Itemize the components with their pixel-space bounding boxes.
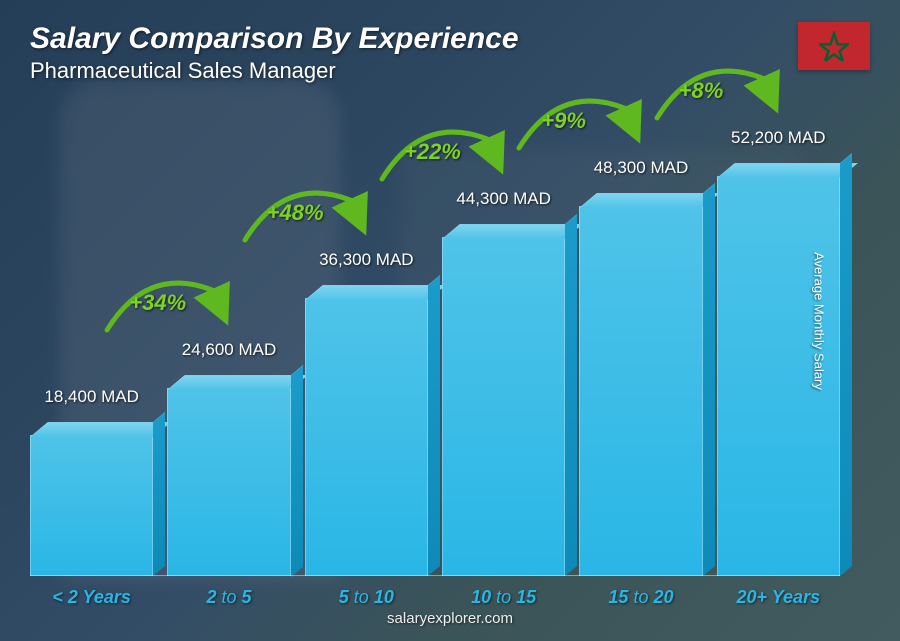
- y-axis-label: Average Monthly Salary: [812, 252, 827, 390]
- bar: [442, 237, 565, 576]
- bar-category-label: 20+ Years: [708, 587, 848, 608]
- bar-wrap: 18,400 MAD< 2 Years: [30, 95, 153, 576]
- bar-value-label: 36,300 MAD: [306, 250, 426, 270]
- chart-title: Salary Comparison By Experience: [30, 22, 870, 56]
- bar-category-label: 2 to 5: [159, 587, 299, 608]
- pct-increase-badge: +9%: [541, 108, 586, 134]
- morocco-flag-icon: [798, 22, 870, 70]
- watermark-text: salaryexplorer.com: [387, 610, 513, 627]
- bar-group: 18,400 MAD< 2 Years24,600 MAD+34%2 to 53…: [30, 95, 840, 576]
- pct-increase-badge: +34%: [129, 290, 186, 316]
- bar-value-label: 44,300 MAD: [444, 189, 564, 209]
- bar-wrap: 24,600 MAD+34%2 to 5: [167, 95, 290, 576]
- bar-value-label: 18,400 MAD: [32, 387, 152, 407]
- bar-category-label: < 2 Years: [22, 587, 162, 608]
- pct-increase-badge: +48%: [267, 200, 324, 226]
- bar-category-label: 15 to 20: [571, 587, 711, 608]
- bar-value-label: 48,300 MAD: [581, 158, 701, 178]
- bar-wrap: 36,300 MAD+48%5 to 10: [305, 95, 428, 576]
- chart-baseline: [30, 575, 840, 576]
- bar: [579, 206, 702, 576]
- chart-area: 18,400 MAD< 2 Years24,600 MAD+34%2 to 53…: [30, 95, 840, 576]
- bar-wrap: 48,300 MAD+9%15 to 20: [579, 95, 702, 576]
- bar-value-label: 52,200 MAD: [718, 128, 838, 148]
- bar-value-label: 24,600 MAD: [169, 340, 289, 360]
- bar-wrap: 44,300 MAD+22%10 to 15: [442, 95, 565, 576]
- chart-subtitle: Pharmaceutical Sales Manager: [30, 58, 870, 84]
- bar: [30, 435, 153, 576]
- bar-category-label: 10 to 15: [434, 587, 574, 608]
- bar: [305, 298, 428, 576]
- main-container: Salary Comparison By Experience Pharmace…: [0, 0, 900, 641]
- pct-increase-badge: +22%: [404, 139, 461, 165]
- bar: [167, 388, 290, 577]
- bar-category-label: 5 to 10: [296, 587, 436, 608]
- pct-increase-badge: +8%: [679, 78, 724, 104]
